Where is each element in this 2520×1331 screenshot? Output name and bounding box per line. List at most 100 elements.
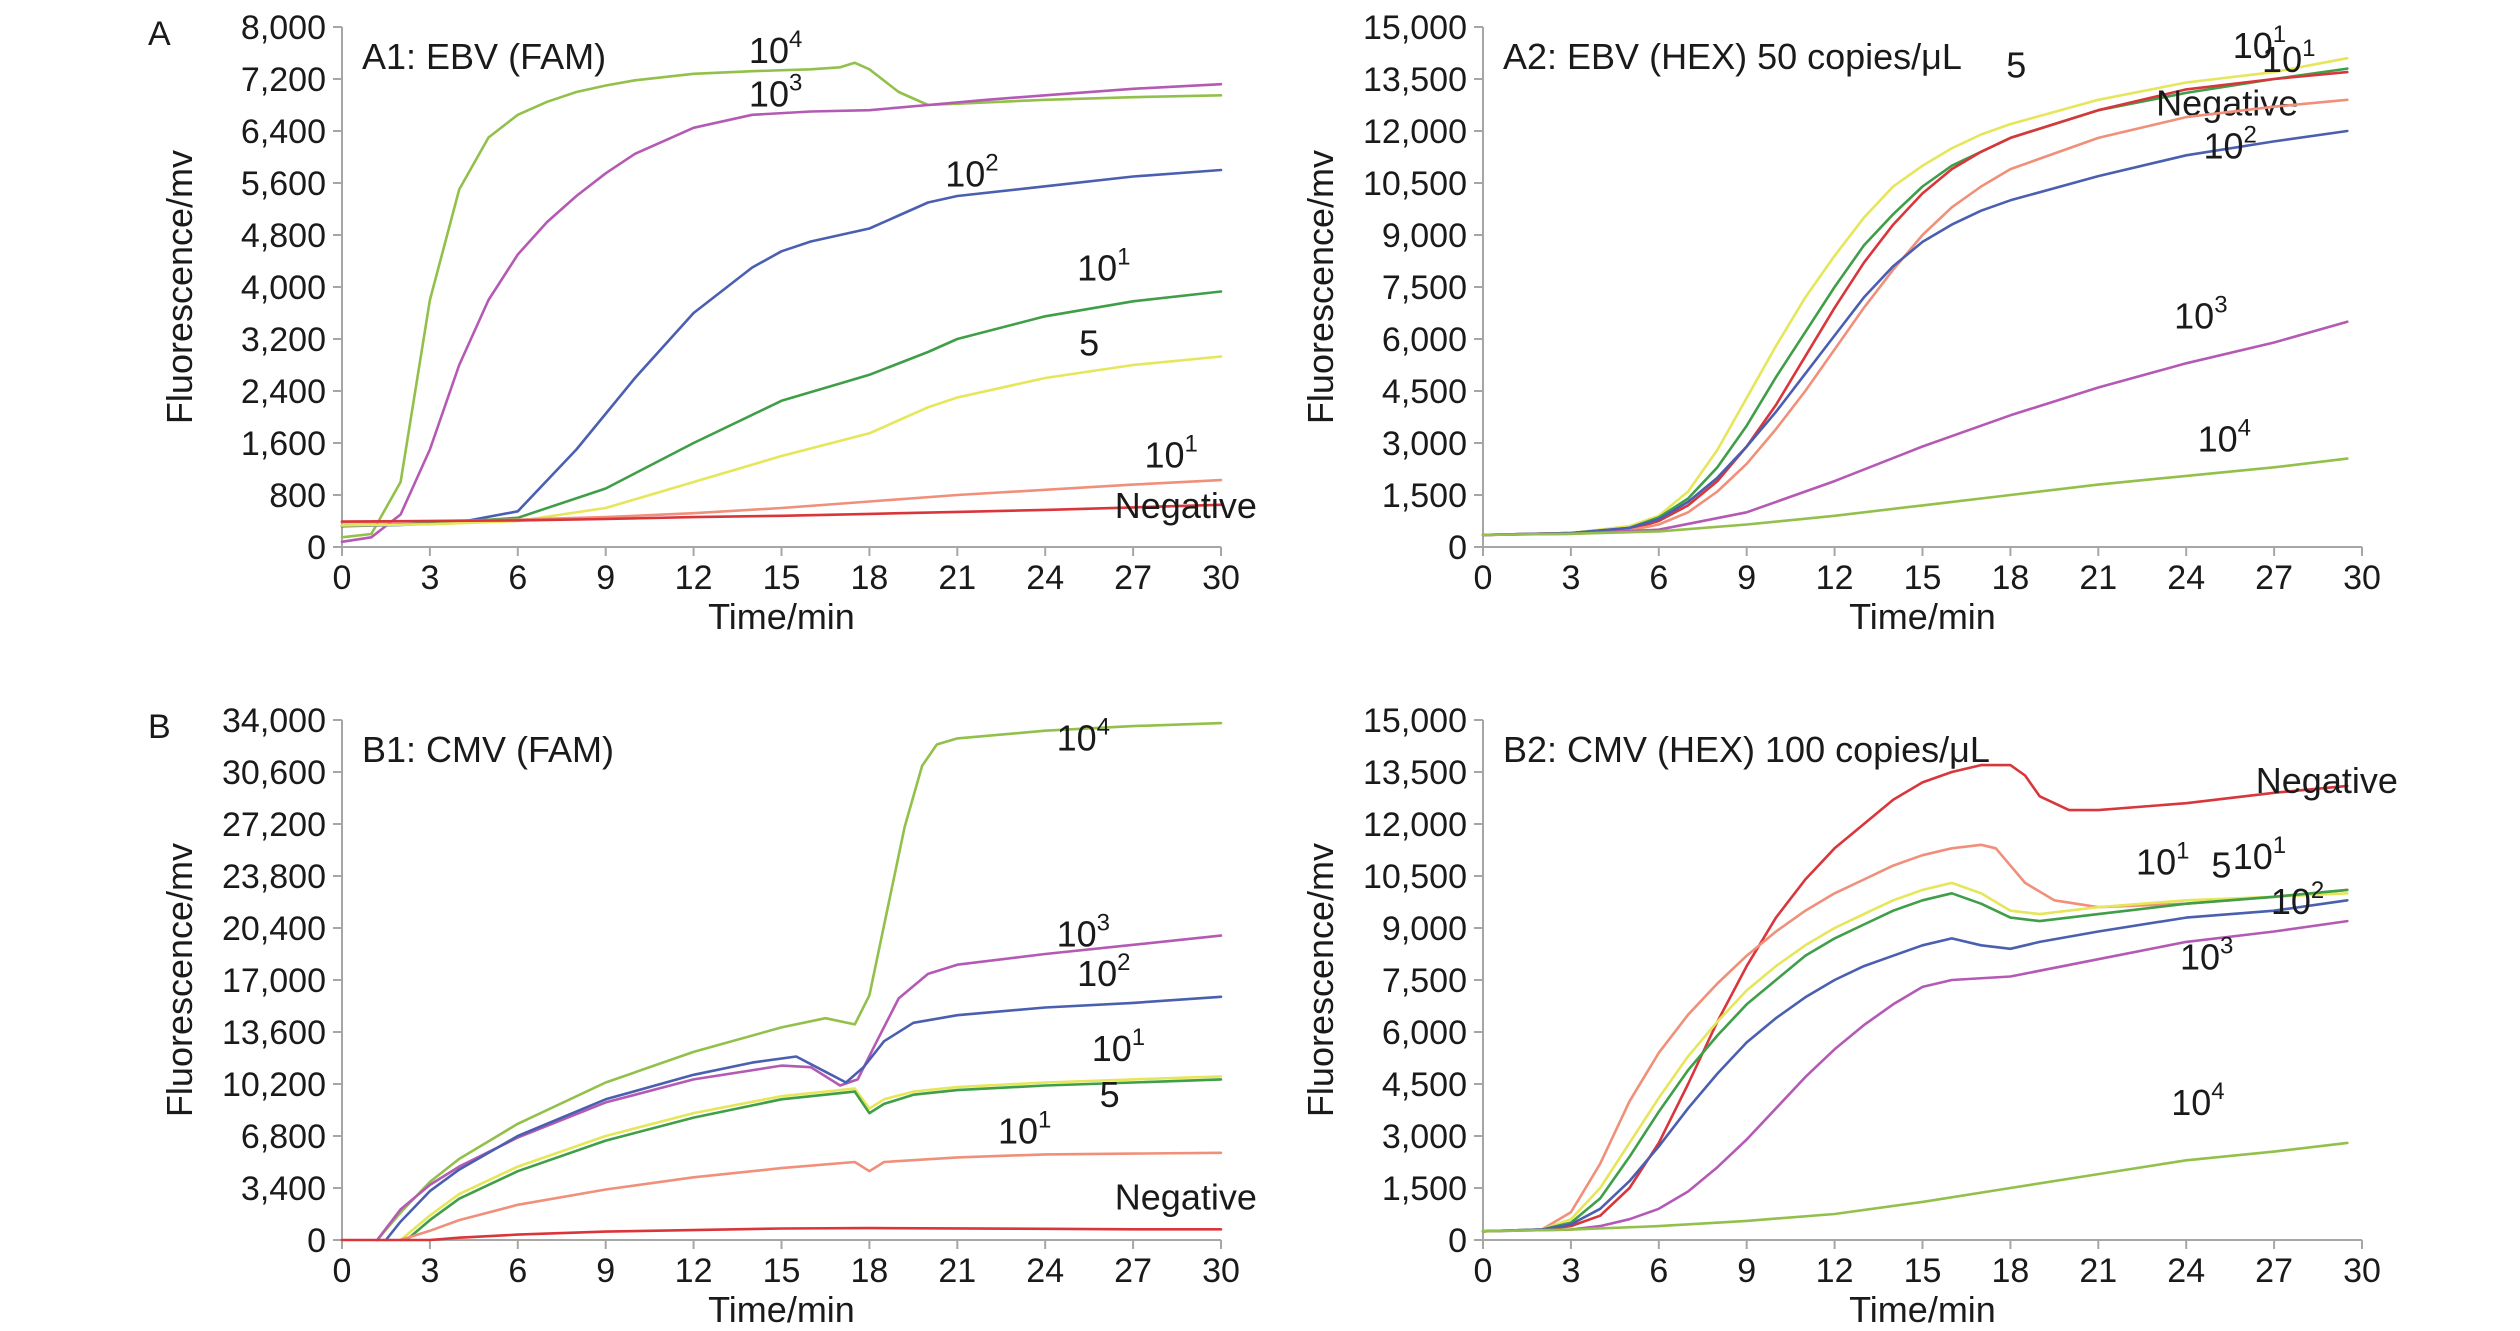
x-tick-label: 3	[1561, 559, 1580, 597]
series-label-base: Negative	[1115, 1176, 1257, 1217]
series-label: 103	[2180, 933, 2233, 978]
y-tick-label: 15,000	[1363, 702, 1467, 740]
x-tick-label: 18	[1991, 559, 2029, 597]
series-label-base: 10	[1092, 1028, 1132, 1069]
series-label: Negative	[2156, 82, 2298, 123]
y-tick-label: 6,800	[241, 1118, 326, 1156]
x-tick-label: 3	[420, 559, 439, 597]
series-label-exponent: 1	[1038, 1107, 1051, 1134]
x-tick-label: 6	[1649, 1252, 1668, 1290]
series-label-base: 5	[1100, 1074, 1120, 1115]
y-tick-label: 0	[1448, 1222, 1467, 1260]
series-label-exponent: 4	[1097, 714, 1110, 741]
series-label-base: 10	[998, 1111, 1038, 1152]
series-label-base: 10	[2271, 881, 2311, 922]
series-line	[1483, 1143, 2347, 1231]
series-label: 101	[998, 1107, 1051, 1152]
series-label-exponent: 1	[1117, 244, 1130, 271]
y-tick-label: 3,400	[241, 1170, 326, 1208]
chart-panels: 0 3 6 9 12 15 18 21 24 27 3008001,6002,4003,2004,0…	[148, 9, 2398, 1330]
series-label-base: Negative	[2256, 760, 2398, 801]
series-label-base: 10	[945, 153, 985, 194]
series-label-exponent: 3	[789, 69, 802, 96]
y-tick-label: 13,600	[222, 1014, 326, 1052]
series-label: 102	[945, 149, 998, 194]
x-tick-label: 12	[675, 559, 713, 597]
x-tick-label: 15	[1904, 559, 1942, 597]
series-label-base: 10	[2198, 419, 2238, 460]
series-label: 103	[2174, 292, 2227, 337]
series-label-exponent: 2	[2243, 122, 2256, 149]
x-tick-label: 30	[1202, 1252, 1240, 1290]
y-tick-label: 1,600	[241, 425, 326, 463]
panel-title: B1: CMV (FAM)	[362, 729, 614, 770]
chart-panel: 0 3 6 9 12 15 18 21 24 27 3003,4006,80010,20013,60…	[148, 702, 1257, 1330]
series-label-exponent: 1	[2273, 832, 2286, 859]
y-tick-label: 13,500	[1363, 754, 1467, 792]
series-label-base: 10	[749, 73, 789, 114]
series-label-exponent: 2	[985, 149, 998, 176]
x-tick-label: 21	[2079, 559, 2117, 597]
y-tick-label: 4,800	[241, 217, 326, 255]
series-label-exponent: 3	[1097, 909, 1110, 936]
x-tick-label: 9	[596, 1252, 615, 1290]
y-tick-label: 6,400	[241, 113, 326, 151]
series-label: 104	[2198, 415, 2251, 460]
series-line	[342, 1228, 1221, 1240]
series-line	[1483, 131, 2347, 535]
x-axis-title: Time/min	[1849, 596, 1996, 637]
series-label-base: Negative	[1115, 485, 1257, 526]
x-tick-label: 24	[1026, 559, 1064, 597]
x-tick-label: 27	[1114, 559, 1152, 597]
series-label-exponent: 2	[2311, 877, 2324, 904]
series-label: 5	[1079, 322, 1099, 363]
series-label-base: 10	[1077, 953, 1117, 994]
series-label: 102	[1077, 949, 1130, 994]
series-label-base: 10	[2136, 841, 2176, 882]
chart-panel: 0 3 6 9 12 15 18 21 24 27 3001,5003,0004,5006,0007…	[1300, 9, 2381, 637]
y-tick-label: 1,500	[1382, 477, 1467, 515]
panel-title: A2: EBV (HEX) 50 copies/μL	[1503, 36, 1962, 77]
series-label-exponent: 4	[2238, 415, 2251, 442]
series-label-base: 10	[1077, 248, 1117, 289]
x-tick-label: 6	[508, 1252, 527, 1290]
series-label-base: 10	[2203, 126, 2243, 167]
y-tick-label: 4,000	[241, 269, 326, 307]
series-line	[342, 63, 1221, 538]
series-label-exponent: 1	[1132, 1024, 1145, 1051]
x-tick-label: 15	[763, 559, 801, 597]
y-tick-label: 27,200	[222, 806, 326, 844]
figure: 0 3 6 9 12 15 18 21 24 27 3008001,6002,4003,2004,0…	[0, 0, 2520, 1331]
x-tick-label: 12	[675, 1252, 713, 1290]
y-tick-label: 3,200	[241, 321, 326, 359]
series-label: 5	[2006, 44, 2026, 85]
y-tick-label: 6,000	[1382, 321, 1467, 359]
y-tick-label: 6,000	[1382, 1014, 1467, 1052]
series-label-base: 10	[2174, 296, 2214, 337]
x-tick-label: 27	[2255, 1252, 2293, 1290]
x-tick-label: 0	[1474, 559, 1493, 597]
series-label-base: 10	[2262, 39, 2302, 80]
series-label-base: 10	[2180, 937, 2220, 978]
series-line	[401, 1076, 1221, 1240]
x-tick-label: 9	[1737, 1252, 1756, 1290]
x-tick-label: 27	[2255, 559, 2293, 597]
panel-letter: A	[148, 15, 171, 53]
series-label-base: 10	[1057, 718, 1097, 759]
x-axis-title: Time/min	[1849, 1289, 1996, 1330]
series-label-exponent: 4	[789, 26, 802, 53]
y-tick-label: 13,500	[1363, 61, 1467, 99]
x-tick-label: 3	[1561, 1252, 1580, 1290]
series-label-base: 10	[1144, 435, 1184, 476]
x-tick-label: 0	[333, 1252, 352, 1290]
series-label: Negative	[1115, 1176, 1257, 1217]
x-tick-label: 24	[2167, 559, 2205, 597]
series-label: 101	[2136, 837, 2189, 882]
series-line	[342, 84, 1221, 542]
series-label: 101	[1144, 431, 1197, 476]
x-tick-label: 30	[1202, 559, 1240, 597]
y-tick-label: 17,000	[222, 962, 326, 1000]
x-tick-label: 18	[850, 559, 888, 597]
series-label: 104	[749, 26, 802, 71]
series-label: 101	[1092, 1024, 1145, 1069]
